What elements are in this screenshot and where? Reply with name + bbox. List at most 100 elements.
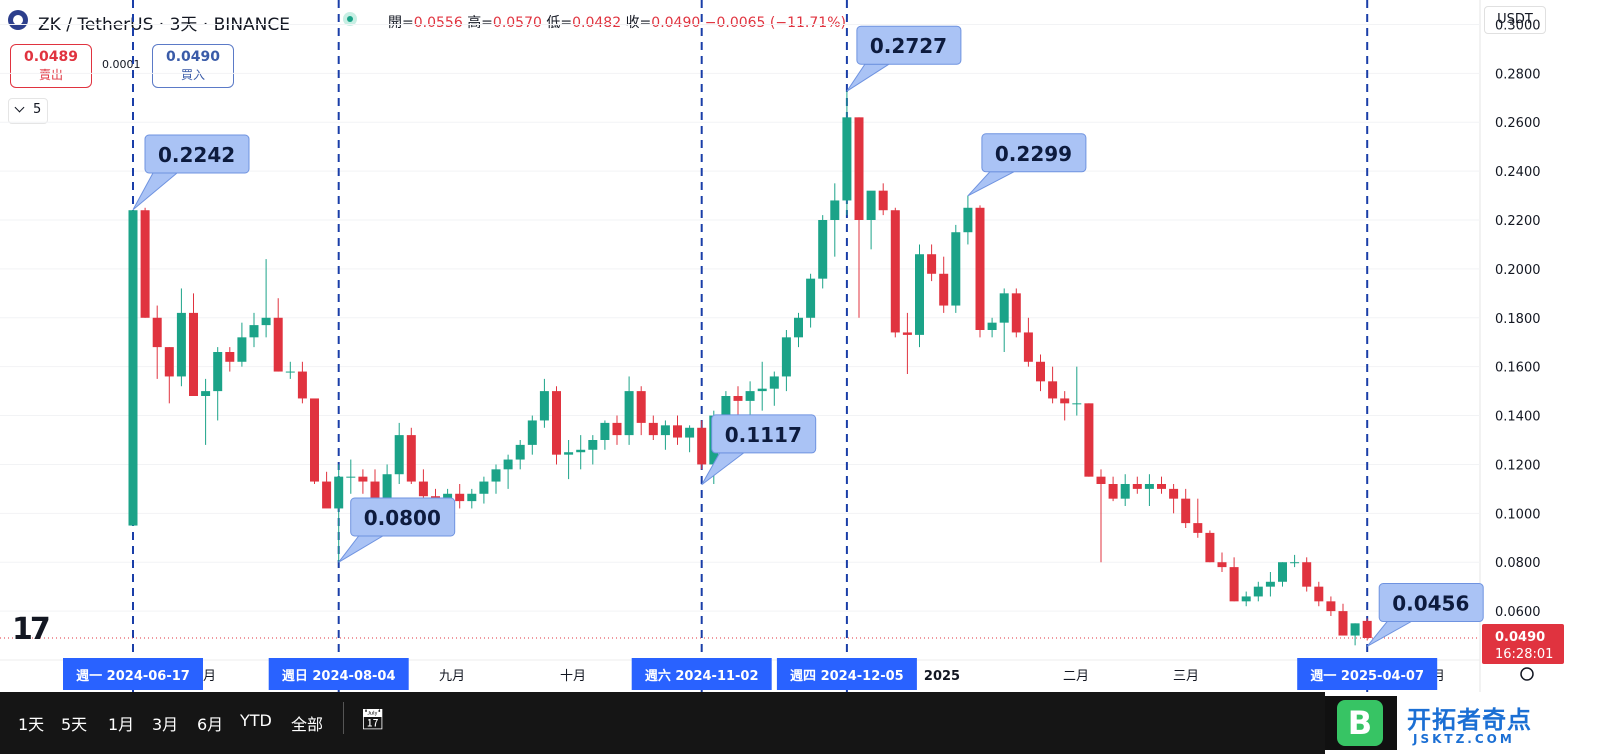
event-date-markers: 週一 2024-06-17 週日 2024-08-04 週六 2024-11-02 週… <box>63 658 1438 690</box>
chart-header: ZK / TetherUS · 3天 · BINANCE 開=0.0556 高=… <box>0 0 1480 40</box>
price-chart[interactable]: 0.2242 0.0800 0.1117 0.2727 0.2299 0.0456 0.0… <box>0 0 1600 692</box>
change-value: −0.0065 (−11.71%) <box>704 15 846 31</box>
last-price-label: 0.0490 <box>1495 630 1545 645</box>
y-tick-label: 0.1400 <box>1495 410 1541 425</box>
candle-body <box>697 427 707 465</box>
callout-price-label: 0.0456 <box>1392 592 1469 616</box>
period-button-5d[interactable]: 5天 <box>61 715 88 734</box>
candle-body <box>273 317 283 372</box>
candle-body <box>636 391 646 423</box>
callout-price-label: 0.2242 <box>158 143 235 167</box>
watermark-domain: JSKTZ.COM <box>1413 732 1515 746</box>
event-date-box <box>268 658 409 690</box>
event-date-box <box>1297 658 1438 690</box>
y-tick-label: 0.0600 <box>1495 605 1541 620</box>
y-tick-label: 0.1000 <box>1495 507 1541 522</box>
x-tick-label: 2025 <box>924 669 960 684</box>
candle-body <box>334 476 344 509</box>
buy-price: 0.0490 <box>165 49 221 65</box>
y-tick-label: 0.2200 <box>1495 214 1541 229</box>
event-date-label: 週一 2025-04-07 <box>1310 669 1424 684</box>
candle-body <box>1072 403 1082 405</box>
callout-box <box>711 414 817 454</box>
candle-body <box>600 422 610 440</box>
watermark-badge-letter: B <box>1337 700 1383 746</box>
period-button-3m[interactable]: 3月 <box>152 715 179 734</box>
symbol-title[interactable]: ZK / TetherUS · 3天 · BINANCE <box>38 15 290 35</box>
last-price-badge: 0.0490 16:28:01 <box>1482 624 1564 664</box>
watermark-logo: B <box>1325 696 1397 750</box>
candle-body <box>673 425 682 438</box>
candle-body <box>733 396 743 401</box>
watermark-title: 开拓者奇点 <box>1407 706 1532 734</box>
ohlc-legend: 開=0.0556 高=0.0570 低=0.0482 收=0.0490 −0.0… <box>388 12 846 32</box>
candle-body <box>515 444 525 460</box>
candle-body <box>1084 403 1094 477</box>
candle-body <box>1181 498 1191 524</box>
candle-body <box>999 293 1009 323</box>
callout-box <box>981 133 1087 173</box>
zk-coin-icon <box>8 10 28 30</box>
y-tick-label: 0.1800 <box>1495 312 1541 327</box>
time-axis[interactable]: 九月十月2025二月三月五月月 <box>203 667 1534 684</box>
event-date-label: 週一 2024-06-17 <box>76 669 190 684</box>
candle-body <box>1096 476 1106 484</box>
settings-gear-icon[interactable] <box>1520 667 1534 681</box>
price-axis[interactable]: 0.0600 0.0800 0.1000 0.1200 0.1400 0.1600 0.18… <box>1495 18 1541 620</box>
candle-body <box>927 254 937 274</box>
candle-body <box>237 337 247 362</box>
candle-body <box>140 210 150 318</box>
candle-body <box>491 469 501 482</box>
candle-body <box>866 190 876 220</box>
y-tick-label: 0.1600 <box>1495 361 1541 376</box>
low-value: 0.0482 <box>572 15 622 31</box>
candle-body <box>152 317 162 348</box>
event-date-box <box>631 658 772 690</box>
callout-box <box>856 25 962 65</box>
candle-body <box>249 325 259 338</box>
candle-body <box>1144 484 1154 489</box>
candle-body <box>769 376 779 389</box>
indicators-toggle-button[interactable]: 5 <box>8 98 48 124</box>
candle-body <box>1108 484 1118 499</box>
candle-body <box>902 332 912 335</box>
callout-box <box>144 134 250 174</box>
candle-body <box>1169 488 1179 499</box>
tradingview-logo[interactable]: 17 <box>12 612 51 647</box>
y-tick-label: 0.2400 <box>1495 165 1541 180</box>
candle-body <box>539 391 549 421</box>
high-value: 0.0570 <box>492 15 542 31</box>
currency-selector[interactable]: USDT <box>1484 6 1546 34</box>
period-button-1m[interactable]: 1月 <box>108 715 135 734</box>
sell-price: 0.0489 <box>23 49 79 65</box>
candle-body <box>164 347 174 377</box>
callout-box <box>1378 583 1484 623</box>
candle-body <box>564 452 574 455</box>
candle-body <box>382 474 392 499</box>
candle-body <box>128 210 138 526</box>
candle-body <box>612 422 622 436</box>
candle-body <box>648 422 658 436</box>
candle-body <box>1157 484 1166 489</box>
candle-body <box>310 398 319 482</box>
y-tick-label: 0.1200 <box>1495 458 1541 473</box>
buy-button[interactable]: 0.0490 買入 <box>152 44 234 88</box>
event-date-label: 週日 2024-08-04 <box>282 669 396 684</box>
candle-body <box>1362 620 1372 638</box>
candle-body <box>261 317 271 326</box>
candle-body <box>297 371 307 399</box>
period-button-6m[interactable]: 6月 <box>197 715 224 734</box>
sell-button[interactable]: 0.0489 賣出 <box>10 44 92 88</box>
callout-price-label: 0.0800 <box>364 506 441 530</box>
period-button-1d[interactable]: 1天 <box>18 715 45 734</box>
callout-pointer <box>132 172 179 211</box>
period-button-all[interactable]: 全部 <box>291 715 324 734</box>
candle-body <box>346 476 356 478</box>
period-button-ytd[interactable]: YTD <box>240 711 272 730</box>
calendar-range-icon[interactable]: 📅︎ <box>360 707 386 731</box>
candle-body <box>213 352 223 392</box>
candle-body <box>1011 293 1021 333</box>
candle-body <box>588 440 598 450</box>
y-tick-label: 0.3000 <box>1495 18 1541 33</box>
callout-pointer <box>967 171 1015 197</box>
